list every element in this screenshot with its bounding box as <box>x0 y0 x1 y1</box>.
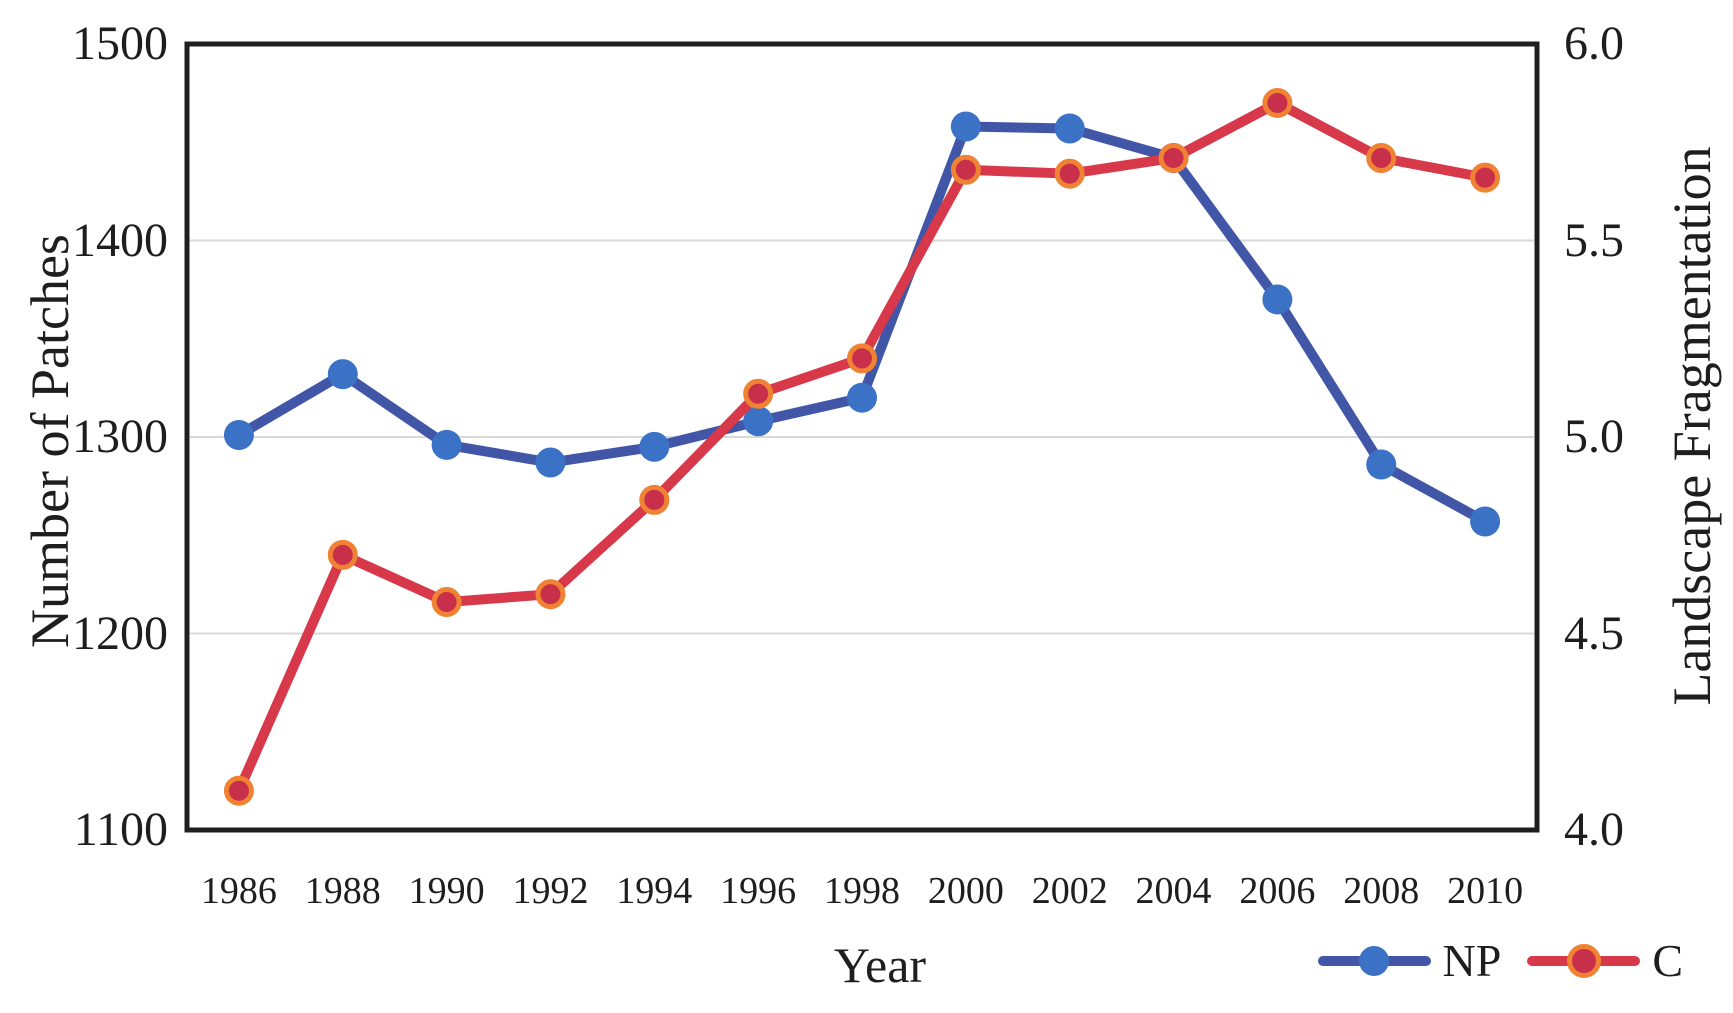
np-marker <box>639 431 670 462</box>
legend-item-c: C <box>1527 938 1683 984</box>
y-left-tick-label: 1100 <box>73 803 168 856</box>
c-legend-label: C <box>1652 935 1683 986</box>
np-line <box>233 121 1491 527</box>
c-marker <box>1054 158 1085 189</box>
np-marker <box>327 359 358 390</box>
c-marker <box>847 343 877 374</box>
right-axis-title: Landscape Fragmentation <box>1662 146 1722 706</box>
np-marker <box>223 420 254 451</box>
x-tick-label: 1986 <box>200 870 277 912</box>
x-tick-label: 2010 <box>1447 870 1524 912</box>
np-marker <box>431 429 462 460</box>
y-left-tick-label: 1200 <box>72 606 168 660</box>
y-right-tick-label: 4.5 <box>1564 606 1624 660</box>
np-marker <box>847 382 877 413</box>
x-tick-label: 1998 <box>824 870 900 912</box>
y-right-tick-label: 5.0 <box>1564 410 1624 463</box>
c-marker <box>223 775 254 806</box>
c-marker <box>639 484 670 515</box>
np-legend-label: NP <box>1442 935 1502 986</box>
x-tick-label: 1992 <box>512 870 589 912</box>
y-left-tick-label: 1400 <box>72 213 168 267</box>
x-tick-label: 2002 <box>1031 870 1108 912</box>
y-left-tick-label: 1300 <box>72 410 168 463</box>
np-marker <box>1262 284 1293 315</box>
np-marker <box>1470 506 1501 537</box>
y-right-tick-label: 6.0 <box>1564 17 1624 70</box>
np-marker <box>743 406 774 437</box>
c-marker <box>950 154 981 185</box>
c-marker <box>1366 142 1397 173</box>
x-tick-label: 1996 <box>720 870 797 912</box>
x-tick-label: 1990 <box>408 870 485 912</box>
x-tick-label: 2008 <box>1343 870 1420 912</box>
x-tick-label: 2004 <box>1135 870 1212 912</box>
x-axis-title: Year <box>833 937 927 993</box>
x-tick-label: 1988 <box>304 870 381 912</box>
x-tick-label: 2006 <box>1239 870 1316 912</box>
plot-border <box>184 41 1540 833</box>
c-marker <box>535 579 566 610</box>
x-tick-label: 1994 <box>616 870 693 912</box>
x-tick-label: 2000 <box>927 870 1004 912</box>
c-marker <box>1158 142 1189 173</box>
c-legend-marker-icon <box>1527 943 1641 979</box>
np-legend-marker-icon <box>1317 943 1431 979</box>
c-marker <box>743 378 774 409</box>
c-marker <box>431 587 462 618</box>
c-marker <box>1470 162 1501 193</box>
y-left-tick-label: 1500 <box>72 17 168 70</box>
c-line <box>233 97 1491 796</box>
c-marker <box>1262 87 1293 118</box>
y-right-tick-label: 4.0 <box>1564 803 1624 856</box>
legend-item-np: NP <box>1317 935 1502 986</box>
np-marker <box>1054 113 1085 144</box>
np-marker <box>535 447 566 478</box>
y-right-tick-label: 5.5 <box>1564 213 1624 267</box>
legend: NP C <box>1317 935 1683 986</box>
np-marker <box>1366 449 1397 480</box>
np-marker <box>950 111 981 142</box>
c-marker <box>327 539 358 570</box>
